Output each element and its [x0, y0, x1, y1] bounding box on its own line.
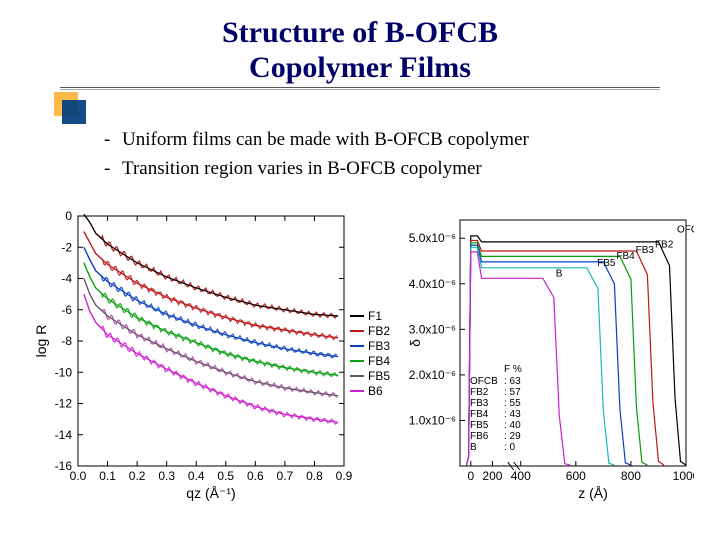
bullet-1: Uniform films can be made with B-OFCB co… [122, 126, 529, 155]
accent-square-icon [54, 92, 78, 116]
title-line-1: Structure of B-OFCB [222, 16, 498, 49]
slide-title: Structure of B-OFCB Copolymer Films [0, 16, 720, 85]
svg-text:FB3: FB3 [470, 398, 489, 409]
svg-text:-12: -12 [55, 397, 73, 411]
title-line-2: Copolymer Films [249, 51, 471, 84]
svg-text:B: B [556, 268, 563, 279]
svg-text:0.8: 0.8 [306, 469, 323, 483]
svg-text:FB6: FB6 [470, 431, 489, 442]
svg-text:600: 600 [566, 469, 586, 483]
svg-text:0.3: 0.3 [158, 469, 175, 483]
svg-text:z (Å): z (Å) [578, 485, 608, 501]
bullet-list: -Uniform films can be made with B-OFCB c… [104, 126, 529, 183]
svg-text:0.1: 0.1 [99, 469, 116, 483]
charts-row: 0.0 0.1 0.2 0.3 0.4 0.5 0.6 0.7 0.8 0.9 0 -2 -4 -6 -8 -… [32, 208, 694, 516]
svg-text:400: 400 [511, 469, 531, 483]
svg-text:FB4: FB4 [470, 409, 489, 420]
svg-text:: 40: : 40 [504, 420, 521, 431]
svg-text:FB5: FB5 [597, 258, 616, 269]
svg-text:FB3: FB3 [636, 245, 655, 256]
svg-text:-2: -2 [61, 240, 72, 254]
svg-text:: 55: : 55 [504, 398, 521, 409]
svg-text:4.0x10⁻⁶: 4.0x10⁻⁶ [409, 277, 456, 291]
svg-text:-6: -6 [61, 303, 72, 317]
slide: Structure of B-OFCB Copolymer Films -Uni… [0, 0, 720, 540]
svg-text:0: 0 [65, 209, 72, 223]
svg-text:FB2: FB2 [470, 387, 489, 398]
svg-text:800: 800 [621, 469, 641, 483]
svg-text:0.4: 0.4 [188, 469, 205, 483]
svg-text:-4: -4 [61, 272, 72, 286]
svg-text:FB3: FB3 [368, 339, 390, 353]
svg-text:FB5: FB5 [368, 369, 390, 383]
svg-text:OFCB: OFCB [470, 376, 498, 387]
svg-text:2.0x10⁻⁶: 2.0x10⁻⁶ [409, 368, 456, 382]
svg-text:B: B [470, 442, 477, 453]
bullet-2: Transition region varies in B-OFCB copol… [122, 155, 482, 184]
bullet-dash: - [104, 126, 122, 155]
svg-text:5.0x10⁻⁶: 5.0x10⁻⁶ [409, 231, 456, 245]
title-underline [60, 87, 660, 91]
svg-text:1000: 1000 [673, 469, 694, 483]
svg-text:3.0x10⁻⁶: 3.0x10⁻⁶ [409, 322, 456, 336]
svg-text:0.0: 0.0 [70, 469, 87, 483]
svg-text:1.0x10⁻⁶: 1.0x10⁻⁶ [409, 413, 456, 427]
svg-text:FB4: FB4 [368, 354, 390, 368]
svg-text:-10: -10 [55, 365, 73, 379]
svg-text:: 63: : 63 [504, 376, 521, 387]
svg-text:0.5: 0.5 [217, 469, 234, 483]
svg-text:OFCB: OFCB [677, 225, 694, 236]
svg-text:FB2: FB2 [368, 324, 390, 338]
svg-text:B6: B6 [368, 384, 383, 398]
svg-text:: 43: : 43 [504, 409, 521, 420]
svg-text:-14: -14 [55, 428, 73, 442]
svg-text:-16: -16 [55, 459, 73, 473]
svg-text:qz (Å⁻¹): qz (Å⁻¹) [186, 485, 235, 501]
svg-text:: 29: : 29 [504, 431, 521, 442]
svg-text:FB4: FB4 [616, 251, 635, 262]
svg-text:FB5: FB5 [470, 420, 489, 431]
svg-text:δ: δ [408, 339, 423, 347]
svg-text:0.2: 0.2 [129, 469, 146, 483]
svg-text:0.9: 0.9 [336, 469, 353, 483]
svg-text:-8: -8 [61, 334, 72, 348]
delta-profile-chart: 0 200 400 600 800 1000 1.0x10⁻⁶ 2.0x10⁻⁶ 3.0x10⁻… [408, 208, 694, 504]
svg-text:: 0: : 0 [504, 442, 516, 453]
svg-text:: 57: : 57 [504, 387, 521, 398]
svg-text:log R: log R [33, 325, 49, 358]
svg-text:200: 200 [482, 469, 502, 483]
svg-text:0.6: 0.6 [247, 469, 264, 483]
reflectivity-chart: 0.0 0.1 0.2 0.3 0.4 0.5 0.6 0.7 0.8 0.9 0 -2 -4 -6 -8 -… [32, 208, 392, 504]
svg-text:0: 0 [467, 469, 474, 483]
svg-text:FB2: FB2 [655, 240, 674, 251]
svg-text:0.7: 0.7 [277, 469, 294, 483]
svg-text:F %: F % [504, 364, 522, 375]
svg-text:F1: F1 [368, 309, 382, 323]
bullet-dash: - [104, 155, 122, 184]
